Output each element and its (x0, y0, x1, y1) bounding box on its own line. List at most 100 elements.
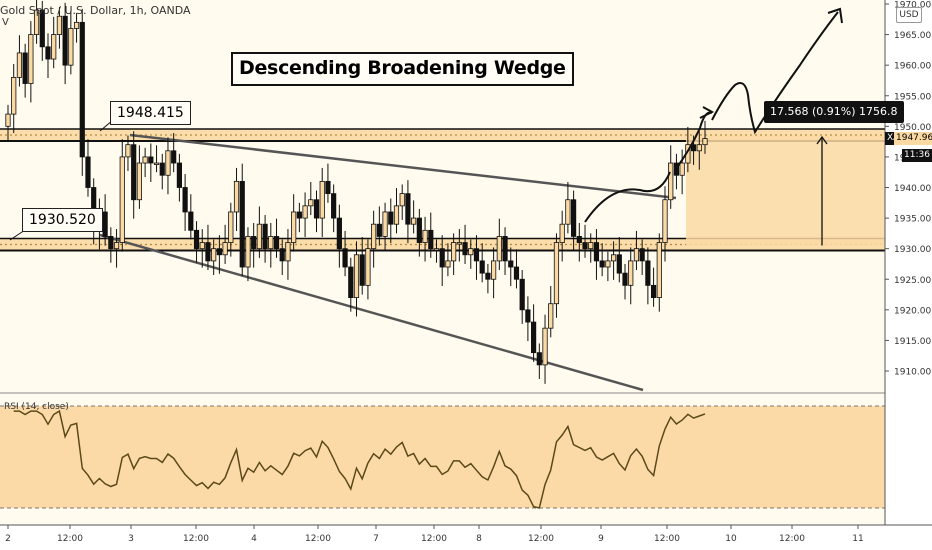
time-tick-label: 12:00 (57, 534, 83, 544)
candle-body (422, 229, 428, 243)
time-tick-label: 12:00 (779, 534, 805, 544)
candle-body (199, 242, 205, 250)
projection-arrowhead-1 (699, 106, 715, 119)
candle-body (639, 248, 645, 262)
candle-body (519, 278, 525, 311)
time-axis-bg (0, 525, 932, 550)
candle-body (508, 260, 514, 268)
candle-body (319, 180, 325, 219)
candle-body (16, 52, 23, 78)
candle-body (616, 254, 622, 274)
volume-label: V (2, 17, 9, 28)
candle-body (645, 260, 651, 286)
price-tick-label: 1930.00 (894, 245, 931, 255)
candle-body (193, 229, 200, 250)
time-axis[interactable]: 2 12:00 3 12:00 4 12:00 7 12:00 8 12:00 9 12:00 10 12… (0, 524, 932, 550)
candle-body (279, 248, 285, 262)
candle-body (331, 193, 337, 219)
candle-body (313, 199, 320, 219)
time-tick-label: 9 (598, 534, 604, 544)
candle-body (456, 242, 462, 245)
candle-body (68, 28, 74, 66)
candle-body (176, 162, 182, 188)
candle-body (433, 248, 440, 251)
candle-body (285, 242, 291, 262)
candle-body (85, 156, 91, 188)
projection-arrows (584, 7, 843, 223)
candle-body (548, 303, 554, 329)
candle-body (159, 162, 165, 176)
candle-body (296, 211, 302, 219)
candle-body (416, 217, 422, 243)
candle-body (668, 162, 674, 201)
candle-body (353, 254, 360, 299)
candle-body (633, 248, 640, 262)
upper-level-callout: 1948.415 (110, 101, 191, 125)
time-tick-label: 11 (852, 534, 863, 544)
projection-arrowhead-2 (827, 7, 843, 24)
price-tick-label: 1950.00 (894, 123, 931, 133)
candle-body (5, 113, 11, 127)
measure-label: 17.568 (0.91%) 1756.8 (764, 101, 904, 123)
candle-body (28, 34, 34, 84)
candle-body (268, 236, 274, 250)
price-tick-label: 1940.00 (894, 184, 931, 194)
candle-body (211, 248, 217, 262)
candle-body (11, 77, 17, 115)
candle-body (622, 272, 628, 286)
candle-body (205, 242, 211, 262)
candle-body (582, 242, 588, 250)
candle-body (56, 15, 63, 35)
projection-curve-1 (584, 171, 671, 223)
candle-body (445, 260, 451, 268)
candle-body (171, 150, 177, 164)
time-tick-label: 12:00 (528, 534, 554, 544)
candle-body (365, 248, 371, 286)
candle-body (51, 34, 57, 60)
candle-body (308, 199, 314, 207)
candle-body (142, 156, 148, 164)
price-tick-label: 1955.00 (894, 92, 931, 102)
rsi-band (0, 406, 885, 508)
candle-body (393, 205, 400, 225)
candle-body (679, 162, 685, 176)
candle-body (662, 199, 668, 243)
candle-body (245, 236, 251, 268)
candle-body (62, 15, 68, 66)
candle-body (136, 162, 143, 201)
time-tick-label: 3 (128, 534, 134, 544)
target-zone (686, 135, 885, 246)
candle-body (690, 144, 697, 152)
candle-body (233, 180, 240, 213)
candle-body (79, 21, 85, 158)
candle-body (388, 211, 394, 225)
candle-body (473, 248, 480, 262)
candle-body (428, 229, 434, 250)
candle-body (325, 180, 331, 195)
price-tick-label: 1935.00 (894, 215, 931, 225)
price-tick-label: 1910.00 (894, 368, 931, 378)
price-axis[interactable]: 1970.001965.001960.001955.001950.001945.… (884, 0, 932, 525)
candle-body (262, 223, 268, 250)
candle-body (22, 52, 28, 84)
projection-curve-3 (711, 11, 839, 135)
time-tick-label: 4 (251, 534, 257, 544)
measure-arrow-head (816, 135, 828, 145)
candle-body (251, 236, 257, 250)
countdown-tag: 11:36 (902, 149, 932, 162)
candle-body (119, 156, 125, 243)
currency-button[interactable]: USD (896, 7, 922, 23)
candle-body (342, 248, 348, 268)
candle-body (605, 260, 611, 268)
price-tick-label: 1915.00 (894, 337, 931, 347)
candle-body (113, 242, 120, 250)
candle-body (382, 211, 388, 237)
candle-body (593, 242, 600, 262)
candle-body (273, 236, 280, 250)
candle-body (491, 260, 497, 280)
candle-body (348, 266, 354, 298)
candle-body (462, 242, 468, 256)
candle-body (302, 205, 308, 219)
